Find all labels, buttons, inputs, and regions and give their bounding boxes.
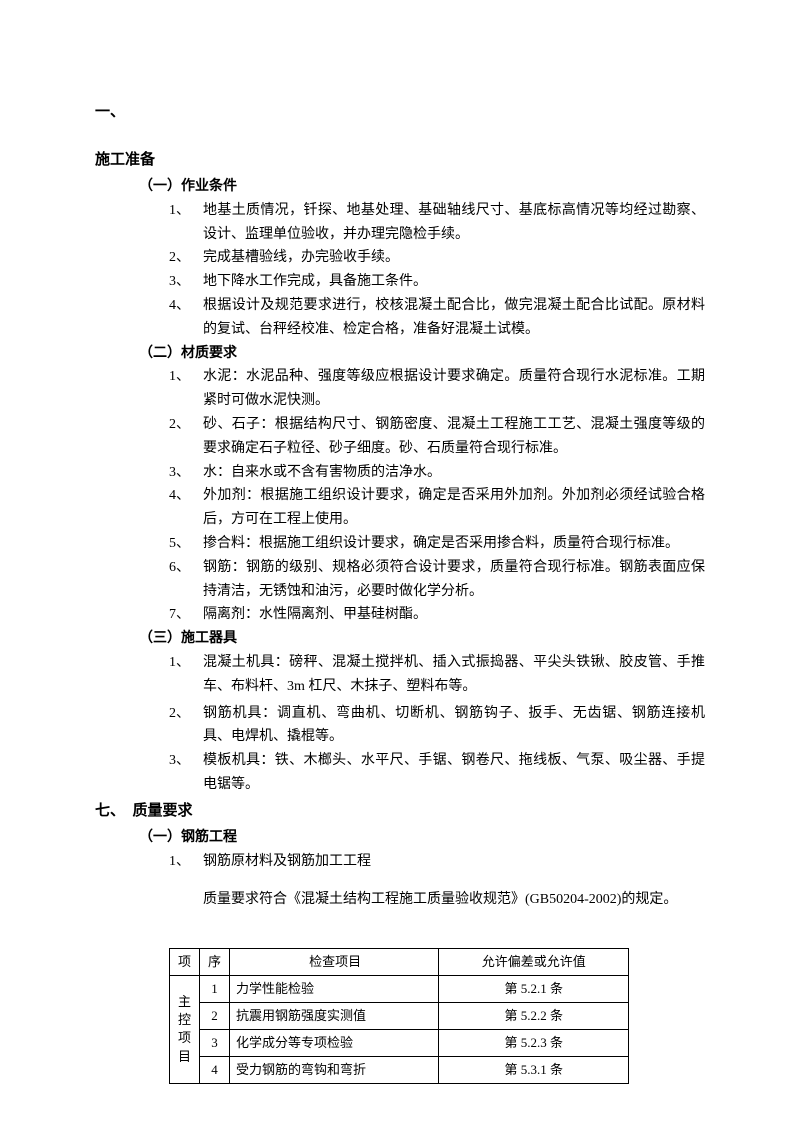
quality-table: 项 序 检查项目 允许偏差或允许值 主控项目1力学性能检验第 5.2.1 条2抗… bbox=[169, 948, 629, 1084]
list-item-num: 1、 bbox=[169, 850, 203, 874]
th-seq: 序 bbox=[199, 948, 229, 975]
sub-1-2-title: （二）材质要求 bbox=[139, 342, 705, 366]
list-item: 1、水泥：水泥品种、强度等级应根据设计要求确定。质量符合现行水泥标准。工期紧时可… bbox=[169, 365, 705, 413]
td-allow: 第 5.3.1 条 bbox=[439, 1056, 629, 1083]
section-7: 七、 质量要求 bbox=[95, 799, 705, 825]
section-7-title: 质量要求 bbox=[133, 803, 193, 819]
list-item-num: 1、 bbox=[169, 199, 203, 247]
td-allow: 第 5.2.3 条 bbox=[439, 1029, 629, 1056]
th-item: 检查项目 bbox=[229, 948, 438, 975]
td-allow: 第 5.2.2 条 bbox=[439, 1002, 629, 1029]
list-item: 4、根据设计及规范要求进行，校核混凝土配合比，做完混凝土配合比试配。原材料的复试… bbox=[169, 294, 705, 342]
list-item-text: 钢筋：钢筋的级别、规格必须符合设计要求，质量符合现行标准。钢筋表面应保持清洁，无… bbox=[203, 556, 705, 604]
sub-7-1-para: 质量要求符合《混凝土结构工程施工质量验收规范》(GB50204-2002)的规定… bbox=[203, 888, 705, 912]
list-item: 6、钢筋：钢筋的级别、规格必须符合设计要求，质量符合现行标准。钢筋表面应保持清洁… bbox=[169, 556, 705, 604]
list-item-num: 2、 bbox=[169, 246, 203, 270]
list-item: 3、地下降水工作完成，具备施工条件。 bbox=[169, 270, 705, 294]
td-seq: 2 bbox=[199, 1002, 229, 1029]
list-item-num: 2、 bbox=[169, 702, 203, 750]
td-item: 化学成分等专项检验 bbox=[229, 1029, 438, 1056]
list-item-text: 掺合料：根据施工组织设计要求，确定是否采用掺合料，质量符合现行标准。 bbox=[203, 532, 705, 556]
list-item-text: 地基土质情况，钎探、地基处理、基础轴线尺寸、基底标高情况等均经过勘察、设计、监理… bbox=[203, 199, 705, 247]
list-item-num: 1、 bbox=[169, 651, 203, 699]
list-item-num: 4、 bbox=[169, 294, 203, 342]
td-allow: 第 5.2.1 条 bbox=[439, 975, 629, 1002]
section-1-num: 一、 bbox=[95, 100, 705, 126]
list-item: 3、水：自来水或不含有害物质的洁净水。 bbox=[169, 461, 705, 485]
list-item-num: 3、 bbox=[169, 749, 203, 797]
table-header-row: 项 序 检查项目 允许偏差或允许值 bbox=[170, 948, 629, 975]
list-item-num: 7、 bbox=[169, 603, 203, 627]
list-item: 4、外加剂：根据施工组织设计要求，确定是否采用外加剂。外加剂必须经试验合格后，方… bbox=[169, 484, 705, 532]
table-row: 2抗震用钢筋强度实测值第 5.2.2 条 bbox=[170, 1002, 629, 1029]
td-seq: 1 bbox=[199, 975, 229, 1002]
list-item-text: 地下降水工作完成，具备施工条件。 bbox=[203, 270, 705, 294]
section-1-title: 施工准备 bbox=[95, 148, 705, 174]
list-item-text: 外加剂：根据施工组织设计要求，确定是否采用外加剂。外加剂必须经试验合格后，方可在… bbox=[203, 484, 705, 532]
list-item-text: 钢筋原材料及钢筋加工工程 bbox=[203, 850, 705, 874]
list-item-text: 模板机具：铁、木榔头、水平尺、手锯、钢卷尺、拖线板、气泵、吸尘器、手提电锯等。 bbox=[203, 749, 705, 797]
list-item-text: 隔离剂：水性隔离剂、甲基硅树酯。 bbox=[203, 603, 705, 627]
list-item-text: 水：自来水或不含有害物质的洁净水。 bbox=[203, 461, 705, 485]
list-item: 1、混凝土机具：磅秤、混凝土搅拌机、插入式振捣器、平尖头铁锹、胶皮管、手推车、布… bbox=[169, 651, 705, 699]
list-item: 1、地基土质情况，钎探、地基处理、基础轴线尺寸、基底标高情况等均经过勘察、设计、… bbox=[169, 199, 705, 247]
list-item-num: 4、 bbox=[169, 484, 203, 532]
list-item: 7、隔离剂：水性隔离剂、甲基硅树酯。 bbox=[169, 603, 705, 627]
list-item: 2、钢筋机具：调直机、弯曲机、切断机、钢筋钩子、扳手、无齿锯、钢筋连接机具、电焊… bbox=[169, 702, 705, 750]
sub-7-1-title: （一）钢筋工程 bbox=[139, 826, 705, 850]
th-category: 项 bbox=[170, 948, 200, 975]
td-category: 主控项目 bbox=[170, 975, 200, 1083]
list-item-text: 混凝土机具：磅秤、混凝土搅拌机、插入式振捣器、平尖头铁锹、胶皮管、手推车、布料杆… bbox=[203, 651, 705, 699]
list-item: 5、掺合料：根据施工组织设计要求，确定是否采用掺合料，质量符合现行标准。 bbox=[169, 532, 705, 556]
td-item: 力学性能检验 bbox=[229, 975, 438, 1002]
td-item: 抗震用钢筋强度实测值 bbox=[229, 1002, 438, 1029]
table-row: 4受力钢筋的弯钩和弯折第 5.3.1 条 bbox=[170, 1056, 629, 1083]
list-item-num: 5、 bbox=[169, 532, 203, 556]
list-item-num: 3、 bbox=[169, 461, 203, 485]
td-seq: 4 bbox=[199, 1056, 229, 1083]
table-row: 主控项目1力学性能检验第 5.2.1 条 bbox=[170, 975, 629, 1002]
list-item: 2、砂、石子：根据结构尺寸、钢筋密度、混凝土工程施工工艺、混凝土强度等级的要求确… bbox=[169, 413, 705, 461]
th-allow: 允许偏差或允许值 bbox=[439, 948, 629, 975]
list-item: 3、模板机具：铁、木榔头、水平尺、手锯、钢卷尺、拖线板、气泵、吸尘器、手提电锯等… bbox=[169, 749, 705, 797]
list-item-num: 6、 bbox=[169, 556, 203, 604]
sub-1-3-title: （三）施工器具 bbox=[139, 627, 705, 651]
list-item-num: 1、 bbox=[169, 365, 203, 413]
list-item-text: 砂、石子：根据结构尺寸、钢筋密度、混凝土工程施工工艺、混凝土强度等级的要求确定石… bbox=[203, 413, 705, 461]
list-item-num: 2、 bbox=[169, 413, 203, 461]
sub-1-1-title: （一）作业条件 bbox=[139, 175, 705, 199]
list-item-text: 钢筋机具：调直机、弯曲机、切断机、钢筋钩子、扳手、无齿锯、钢筋连接机具、电焊机、… bbox=[203, 702, 705, 750]
table-row: 3化学成分等专项检验第 5.2.3 条 bbox=[170, 1029, 629, 1056]
list-item: 1、钢筋原材料及钢筋加工工程 bbox=[169, 850, 705, 874]
list-item-text: 水泥：水泥品种、强度等级应根据设计要求确定。质量符合现行水泥标准。工期紧时可做水… bbox=[203, 365, 705, 413]
section-7-num: 七、 bbox=[95, 803, 118, 819]
list-item-text: 完成基槽验线，办完验收手续。 bbox=[203, 246, 705, 270]
list-item: 2、完成基槽验线，办完验收手续。 bbox=[169, 246, 705, 270]
td-item: 受力钢筋的弯钩和弯折 bbox=[229, 1056, 438, 1083]
td-seq: 3 bbox=[199, 1029, 229, 1056]
list-item-num: 3、 bbox=[169, 270, 203, 294]
list-item-text: 根据设计及规范要求进行，校核混凝土配合比，做完混凝土配合比试配。原材料的复试、台… bbox=[203, 294, 705, 342]
quality-table-wrap: 项 序 检查项目 允许偏差或允许值 主控项目1力学性能检验第 5.2.1 条2抗… bbox=[169, 948, 705, 1084]
